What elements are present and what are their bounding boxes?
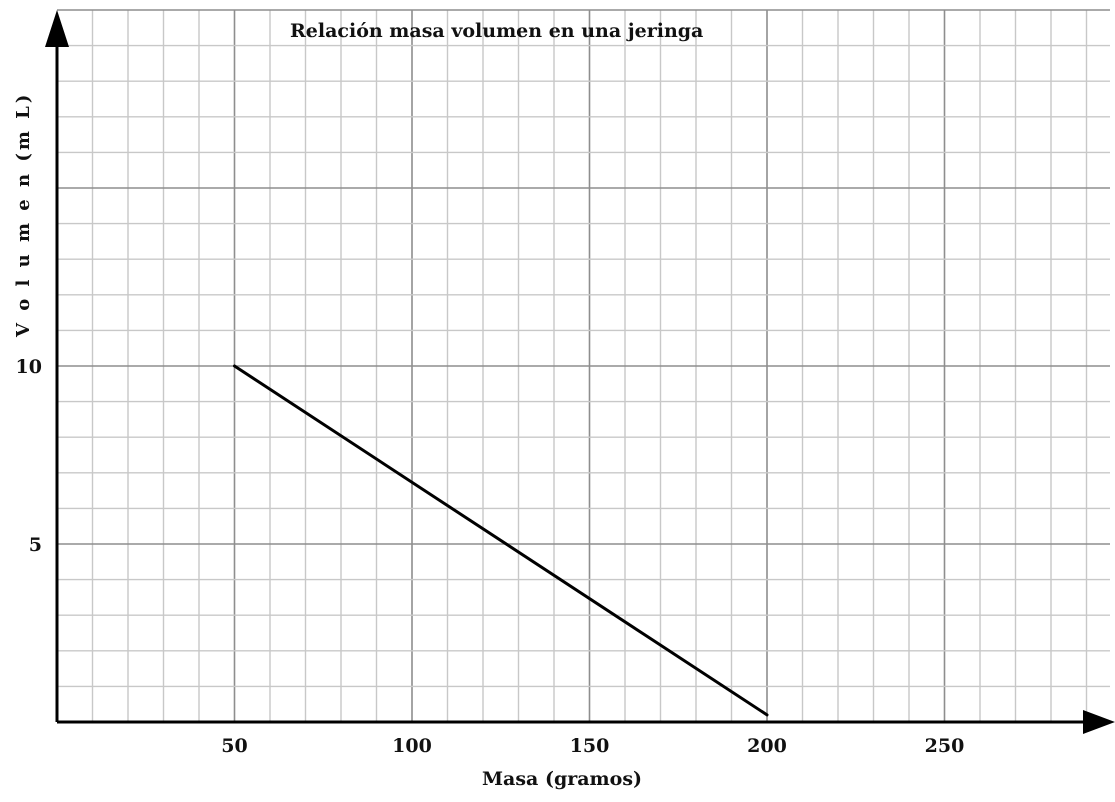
x-tick-label: 150 <box>570 735 610 757</box>
grid <box>57 9 1110 722</box>
y-axis-arrow <box>45 10 69 47</box>
y-tick-label: 5 <box>29 534 42 556</box>
x-tick-label: 100 <box>392 735 432 757</box>
x-axis-arrow <box>1083 710 1115 734</box>
series-line <box>233 364 769 717</box>
y-axis-label: V o l u m e n (m L) <box>13 92 34 338</box>
tick-labels: 50 100 150 200 250 5 10 <box>16 356 965 757</box>
x-tick-label: 200 <box>747 735 787 757</box>
chart-title: Relación masa volumen en una jeringa <box>290 20 703 42</box>
x-tick-label: 50 <box>221 735 247 757</box>
x-tick-label: 250 <box>925 735 965 757</box>
y-tick-label: 10 <box>16 356 42 378</box>
axes <box>45 10 1115 734</box>
series <box>233 364 769 717</box>
x-axis-label: Masa (gramos) <box>482 768 642 790</box>
